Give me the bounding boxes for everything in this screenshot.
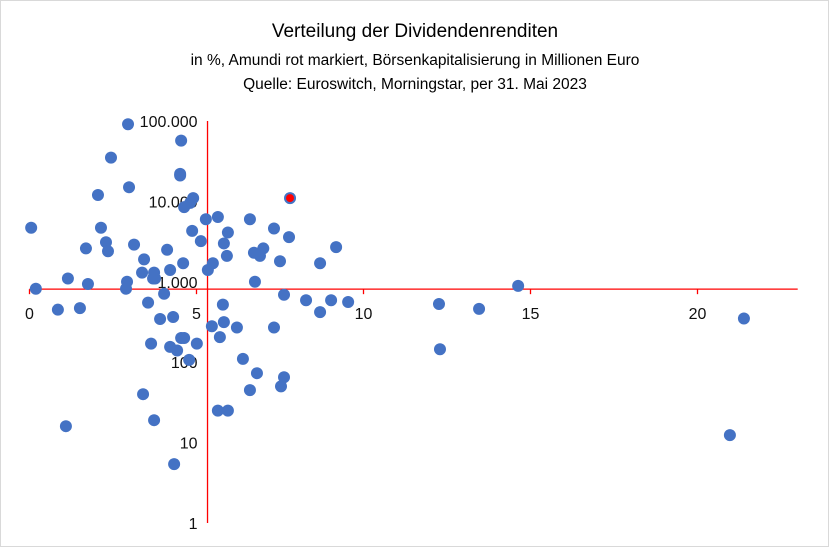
- data-point: [183, 353, 196, 366]
- data-point: [325, 294, 338, 307]
- data-point: [59, 420, 72, 433]
- data-point: [178, 201, 191, 214]
- data-point: [217, 237, 230, 250]
- data-point: [217, 316, 230, 329]
- y-tick-label: 1: [189, 516, 198, 533]
- data-point: [167, 310, 180, 323]
- data-point: [145, 337, 158, 350]
- data-point: [73, 302, 86, 315]
- data-point: [314, 257, 327, 270]
- data-point: [433, 343, 446, 356]
- data-point: [174, 169, 187, 182]
- data-point: [51, 303, 64, 316]
- data-point: [177, 257, 190, 270]
- y-tick-label: 10: [180, 436, 198, 453]
- data-point: [104, 151, 117, 164]
- data-point: [512, 279, 525, 292]
- data-point: [267, 222, 280, 235]
- data-point: [186, 224, 199, 237]
- chart-title: Verteilung der Dividendenrenditen: [272, 21, 558, 42]
- data-point: [205, 320, 218, 333]
- data-point: [201, 264, 214, 277]
- data-point: [123, 181, 136, 194]
- data-point: [137, 388, 150, 401]
- data-point: [220, 249, 233, 262]
- data-point: [164, 264, 177, 277]
- data-point: [211, 404, 224, 417]
- data-point: [91, 189, 104, 202]
- data-point: [723, 429, 736, 442]
- data-point: [161, 243, 174, 256]
- data-point: [432, 297, 445, 310]
- data-point: [473, 302, 486, 315]
- data-point: [148, 414, 161, 427]
- data-point: [120, 282, 133, 295]
- data-point: [99, 236, 112, 249]
- x-tick-label: 10: [355, 306, 373, 323]
- data-point: [737, 312, 750, 325]
- data-point: [138, 253, 151, 266]
- data-point: [278, 371, 291, 384]
- data-point: [101, 245, 114, 258]
- data-point: [236, 352, 249, 365]
- data-point: [248, 275, 261, 288]
- data-point: [314, 306, 327, 319]
- chart-subtitle-line-2: Quelle: Euroswitch, Morningstar, per 31.…: [243, 76, 587, 93]
- data-point: [81, 277, 94, 290]
- data-point: [253, 249, 266, 262]
- data-point: [213, 331, 226, 344]
- data-point: [61, 272, 74, 285]
- data-point: [158, 287, 171, 300]
- data-point: [122, 118, 135, 131]
- data-point: [136, 266, 149, 279]
- x-tick-label: 0: [25, 306, 34, 323]
- data-point: [178, 331, 191, 344]
- data-point: [154, 312, 167, 325]
- data-point: [221, 404, 234, 417]
- data-points: [25, 118, 750, 471]
- data-point: [243, 384, 256, 397]
- data-point: [194, 235, 207, 248]
- data-point: [190, 337, 203, 350]
- data-point: [342, 296, 355, 309]
- data-point: [94, 221, 107, 234]
- data-point: [267, 321, 280, 334]
- data-point: [149, 272, 162, 285]
- data-point: [211, 210, 224, 223]
- data-point: [79, 242, 92, 255]
- data-point: [274, 255, 286, 268]
- y-tick-label: 100.000: [140, 114, 198, 131]
- data-point: [168, 458, 181, 471]
- data-point: [283, 231, 296, 244]
- data-point: [300, 294, 313, 307]
- data-point: [250, 367, 263, 380]
- data-point: [216, 298, 229, 311]
- data-point: [330, 241, 343, 254]
- data-point: [221, 226, 234, 239]
- x-tick-label: 20: [689, 306, 707, 323]
- data-point: [128, 238, 141, 251]
- data-point: [243, 213, 256, 226]
- y-tick-label: 1.000: [157, 275, 197, 292]
- data-point: [230, 321, 243, 334]
- x-tick-label: 15: [522, 306, 540, 323]
- x-tick-label: 5: [192, 306, 201, 323]
- data-point: [29, 282, 42, 295]
- data-point: [275, 380, 288, 393]
- data-point: [142, 296, 155, 309]
- data-point: [171, 344, 184, 357]
- data-point: [199, 213, 212, 226]
- highlight-point-amundi: [286, 194, 295, 203]
- data-point: [278, 288, 291, 301]
- data-point: [25, 221, 38, 234]
- data-point: [175, 134, 188, 147]
- chart-subtitle-line-1: in %, Amundi rot markiert, Börsenkapital…: [191, 52, 640, 69]
